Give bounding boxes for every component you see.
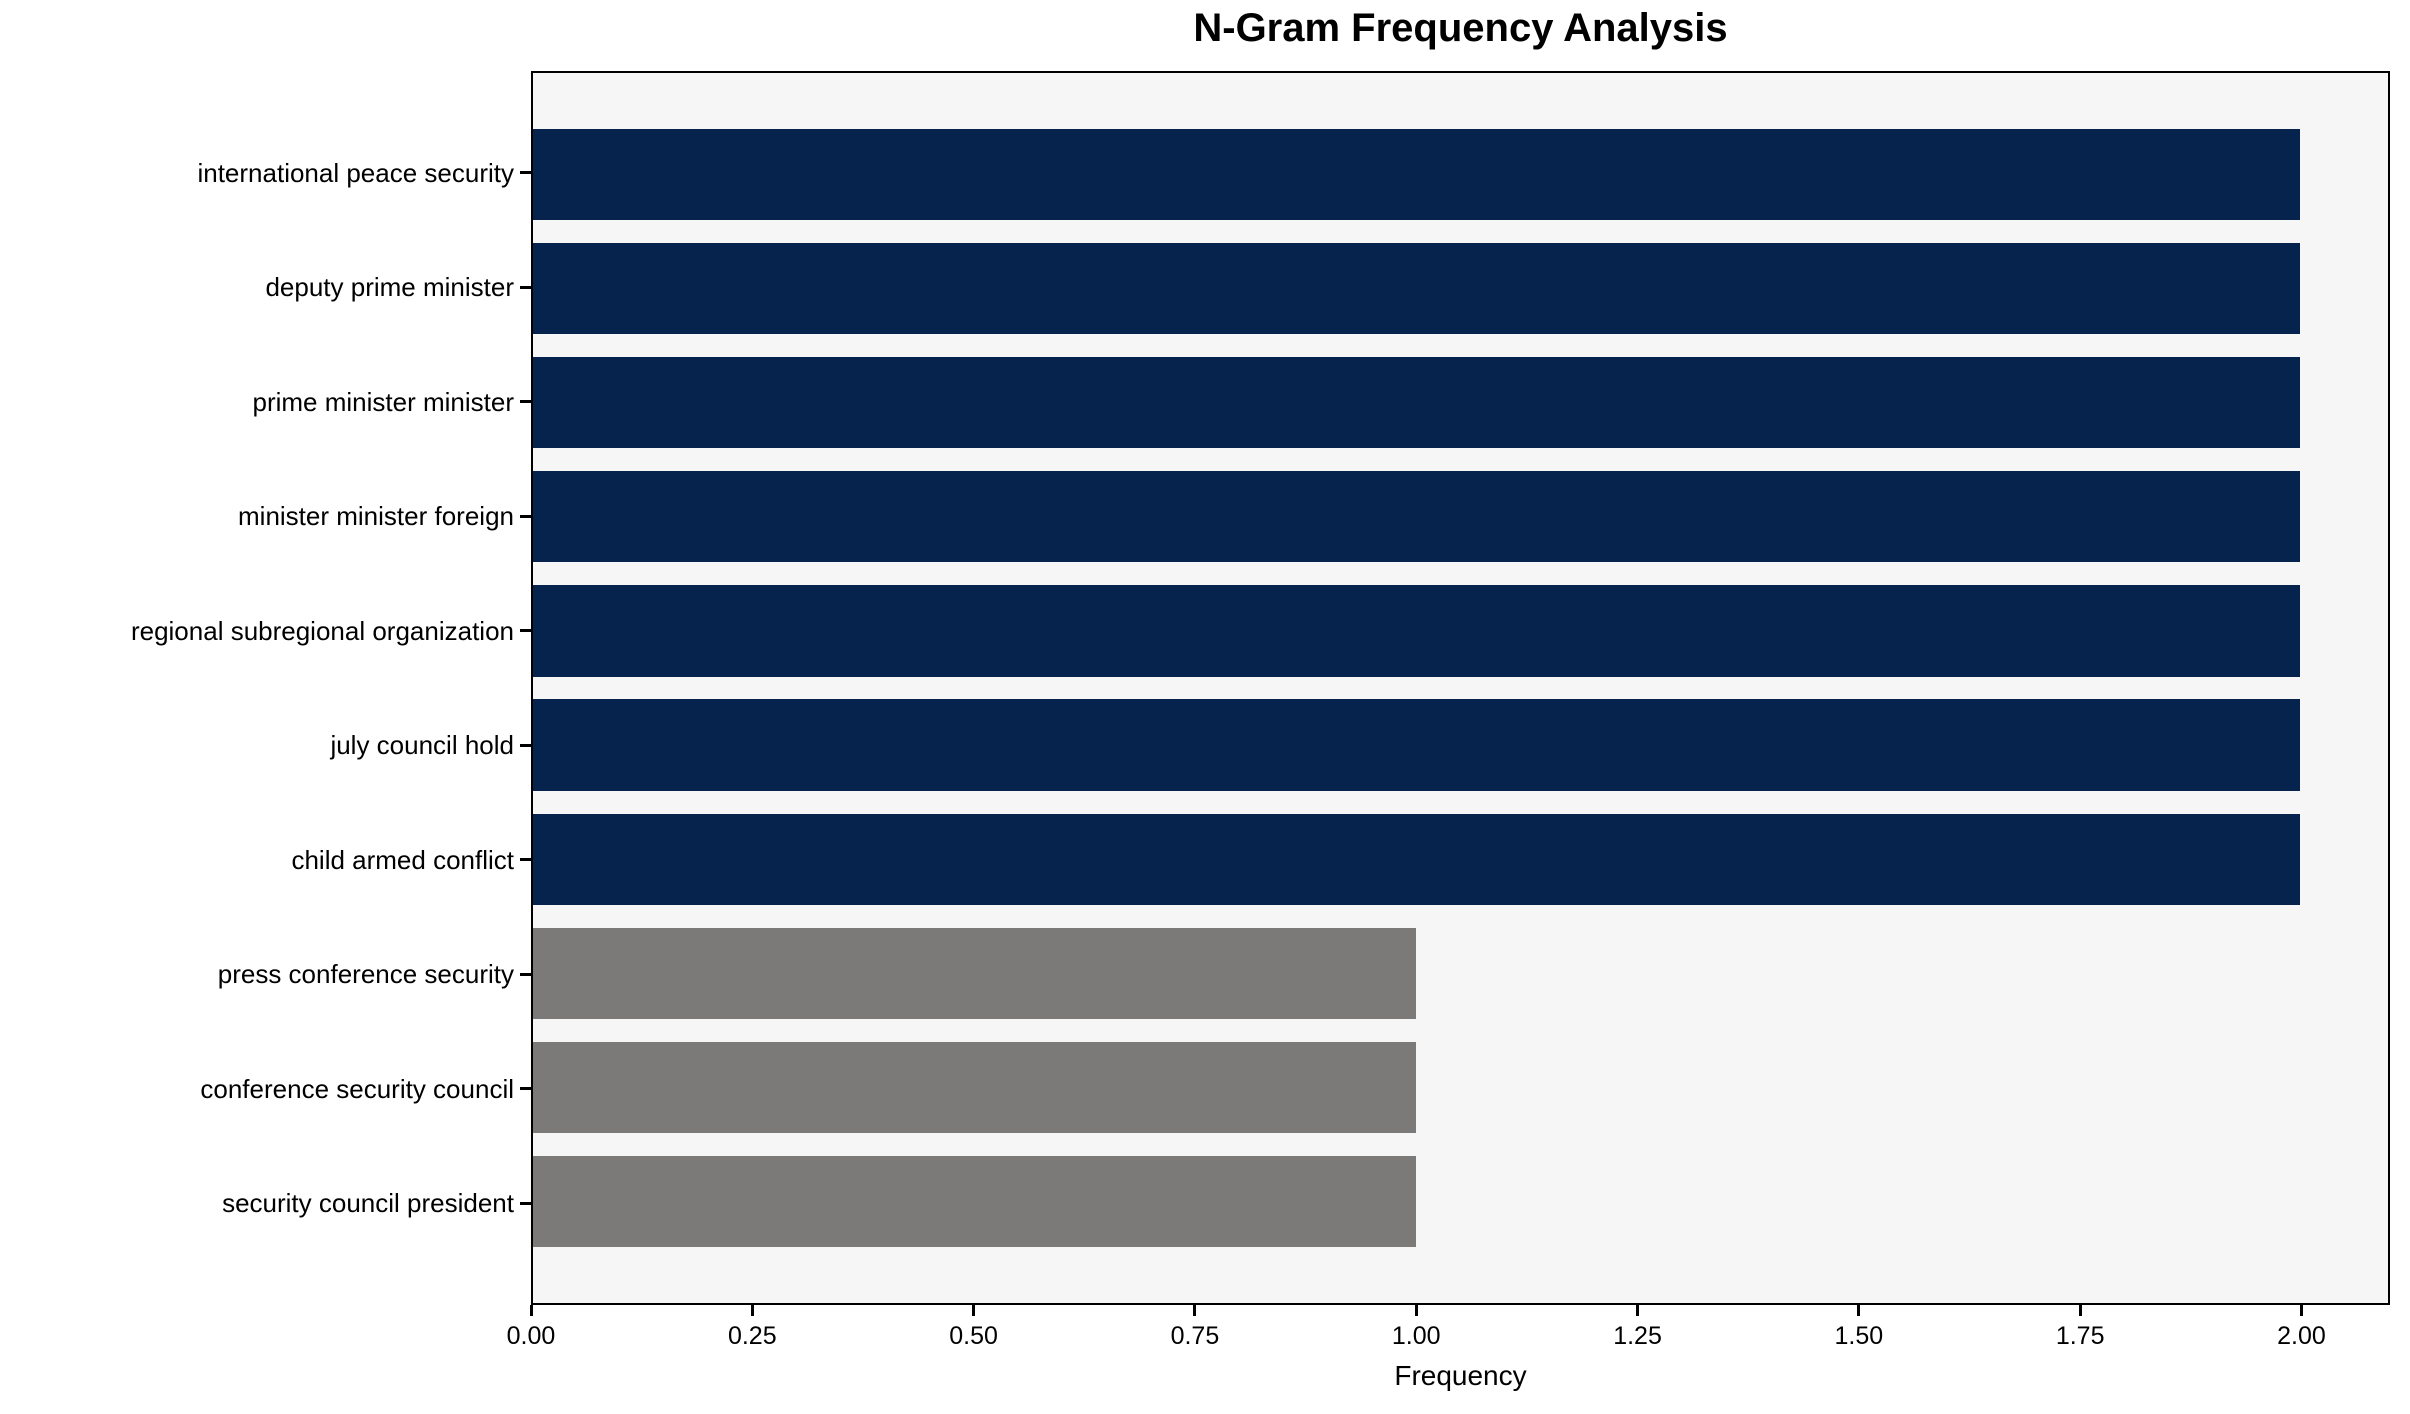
x-tick-mark bbox=[972, 1305, 976, 1316]
x-tick-label: 0.75 bbox=[1170, 1322, 1220, 1350]
x-tick-label: 1.00 bbox=[1391, 1322, 1441, 1350]
y-tick-mark bbox=[520, 743, 531, 747]
x-tick-label: 0.50 bbox=[949, 1322, 998, 1350]
y-tick-label: press conference security bbox=[217, 959, 514, 990]
x-tick-mark bbox=[1414, 1305, 1418, 1316]
bar bbox=[533, 1041, 1417, 1133]
x-tick-label: 0.00 bbox=[506, 1322, 556, 1350]
plot-area bbox=[531, 71, 2390, 1305]
y-tick-label: security council president bbox=[222, 1188, 514, 1219]
y-tick-label: july council hold bbox=[330, 730, 514, 761]
x-tick-label: 2.00 bbox=[2277, 1322, 2326, 1350]
bar bbox=[533, 357, 2300, 449]
y-tick-mark bbox=[520, 1201, 531, 1205]
y-tick-mark bbox=[520, 858, 531, 862]
bar bbox=[533, 927, 1417, 1019]
x-tick-label: 1.75 bbox=[2055, 1322, 2105, 1350]
y-tick-label: deputy prime minister bbox=[265, 272, 514, 303]
x-tick-mark bbox=[2078, 1305, 2082, 1316]
x-tick-mark bbox=[2299, 1305, 2303, 1316]
y-tick-mark bbox=[520, 400, 531, 404]
y-tick-mark bbox=[520, 285, 531, 289]
x-tick-mark bbox=[1857, 1305, 1861, 1316]
bar bbox=[533, 471, 2300, 563]
x-tick-mark bbox=[1193, 1305, 1197, 1316]
bar bbox=[533, 128, 2300, 221]
bar bbox=[533, 585, 2300, 677]
y-tick-mark bbox=[520, 1087, 531, 1091]
y-tick-mark bbox=[520, 171, 531, 175]
x-tick-mark bbox=[750, 1305, 754, 1316]
bar bbox=[533, 243, 2300, 335]
y-tick-label: conference security council bbox=[200, 1073, 514, 1104]
y-tick-label: child armed conflict bbox=[291, 844, 514, 875]
y-tick-mark bbox=[520, 514, 531, 518]
bars-layer bbox=[533, 73, 2388, 1303]
y-tick-mark bbox=[520, 972, 531, 976]
x-tick-label: 0.25 bbox=[727, 1322, 777, 1350]
y-tick-mark bbox=[520, 629, 531, 633]
x-tick-label: 1.25 bbox=[1613, 1322, 1662, 1350]
x-axis-label: Frequency bbox=[1394, 1360, 1527, 1391]
bar bbox=[533, 699, 2300, 791]
x-tick-mark bbox=[529, 1305, 533, 1316]
bar bbox=[533, 813, 2300, 905]
x-tick-mark bbox=[1636, 1305, 1640, 1316]
y-tick-label: regional subregional organization bbox=[130, 615, 514, 646]
x-tick-label: 1.50 bbox=[1834, 1322, 1884, 1350]
y-tick-label: minister minister foreign bbox=[238, 501, 514, 532]
y-tick-label: prime minister minister bbox=[252, 386, 515, 417]
chart-title: N-Gram Frequency Analysis bbox=[1193, 6, 1728, 50]
bar bbox=[533, 1155, 1417, 1248]
y-tick-label: international peace security bbox=[197, 157, 514, 188]
